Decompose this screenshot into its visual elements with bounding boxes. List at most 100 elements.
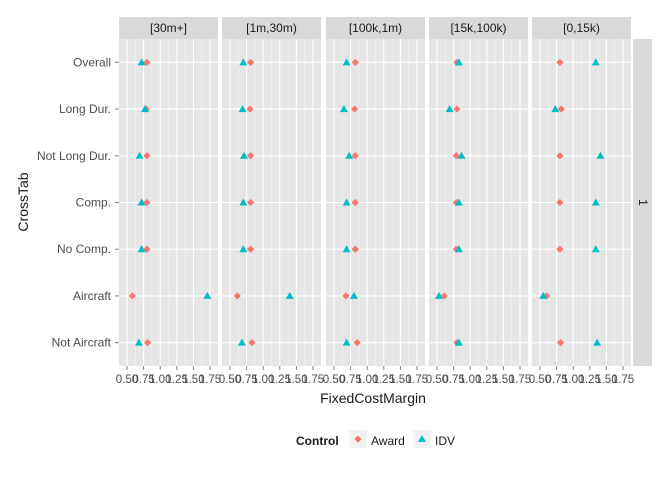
data-point-award: [351, 245, 359, 253]
facet-panel: [15k,100k): [429, 17, 528, 366]
x-tick-label: 1.50: [595, 374, 617, 386]
facet-label: [15k,100k): [450, 21, 506, 35]
x-tick-label: 1.00: [356, 374, 378, 386]
data-point-idv: [237, 338, 246, 346]
data-point-idv: [454, 338, 463, 346]
data-point-idv: [591, 198, 600, 206]
data-point-idv: [239, 58, 248, 66]
data-point-award: [351, 152, 359, 160]
y-tick-label: Long Dur.: [59, 102, 111, 116]
data-point-award: [246, 245, 255, 253]
data-point-award: [128, 292, 136, 300]
facet-panel: [1m,30m): [222, 17, 321, 366]
data-point-idv: [135, 151, 144, 159]
data-point-idv: [342, 338, 351, 346]
data-point-idv: [137, 58, 146, 66]
facet-panel: [0,15k): [532, 17, 631, 366]
legend-title: Control: [296, 434, 339, 448]
data-point-idv: [454, 58, 463, 66]
x-tick-label: 0.50: [116, 374, 138, 386]
data-point-award: [143, 152, 151, 160]
data-point-award: [556, 152, 564, 160]
legend-label-idv: IDV: [435, 434, 455, 448]
data-point-idv: [140, 105, 149, 113]
x-tick-label: 0.75: [235, 374, 257, 386]
row-strip-background: [633, 39, 652, 366]
x-axis-labels: 0.500.751.001.251.501.750.500.751.001.25…: [116, 366, 634, 386]
data-point-idv: [345, 151, 354, 159]
facet-strip: [222, 17, 321, 39]
data-point-idv: [239, 198, 248, 206]
data-point-idv: [339, 105, 348, 113]
data-point-idv: [591, 245, 600, 253]
x-tick-label: 1.25: [579, 374, 601, 386]
facet-panels: [30m+] [1m,30m) [100k,1m) [15k,100k) [0,15k): [119, 17, 631, 366]
data-point-award: [557, 105, 565, 113]
y-axis-title: CrossTab: [15, 172, 31, 231]
x-tick-label: 1.50: [285, 374, 307, 386]
data-point-award: [246, 58, 255, 66]
data-point-award: [342, 292, 350, 300]
data-point-award: [556, 339, 565, 347]
data-point-award: [351, 198, 359, 207]
x-tick-label: 0.50: [323, 374, 345, 386]
x-tick-label: 1.75: [612, 374, 634, 386]
x-tick-label: 1.25: [476, 374, 498, 386]
data-point-award: [556, 245, 564, 253]
data-point-idv: [591, 58, 600, 66]
y-tick-label: Not Aircraft: [52, 336, 112, 350]
data-point-idv: [445, 105, 454, 113]
data-point-idv: [342, 58, 351, 66]
x-tick-label: 1.50: [182, 374, 204, 386]
legend-symbol-award: [354, 435, 362, 443]
data-point-idv: [454, 245, 463, 253]
facet-strip: [326, 17, 425, 39]
data-point-idv: [239, 245, 248, 253]
data-point-award: [453, 105, 461, 113]
data-point-idv: [137, 245, 146, 253]
x-tick-label: 1.00: [149, 374, 171, 386]
data-point-idv: [239, 151, 248, 159]
data-point-award: [143, 245, 151, 253]
data-point-idv: [539, 291, 548, 299]
data-point-award: [143, 58, 151, 66]
data-point-award: [452, 152, 460, 160]
y-tick-label: No Comp.: [57, 242, 111, 256]
y-tick-label: Overall: [73, 55, 111, 69]
x-tick-label: 0.50: [529, 374, 551, 386]
x-tick-label: 0.50: [426, 374, 448, 386]
data-point-award: [351, 58, 359, 66]
x-tick-label: 1.75: [509, 374, 531, 386]
legend: Control Award IDV: [296, 430, 455, 448]
facet-label: [30m+]: [150, 21, 187, 35]
data-point-award: [246, 105, 254, 113]
x-tick-label: 0.75: [339, 374, 361, 386]
data-point-award: [143, 339, 152, 347]
data-point-award: [543, 292, 551, 300]
x-tick-label: 1.75: [302, 374, 324, 386]
data-point-award: [246, 152, 255, 160]
facet-panel: [100k,1m): [326, 17, 425, 366]
row-strip: 1: [633, 39, 652, 366]
x-tick-label: 0.75: [442, 374, 464, 386]
x-tick-label: 0.75: [132, 374, 154, 386]
data-point-idv: [238, 105, 247, 113]
data-point-idv: [349, 291, 358, 299]
x-axis-title: FixedCostMargin: [320, 390, 426, 406]
facet-label: [0,15k): [563, 21, 600, 35]
x-tick-label: 1.75: [199, 374, 221, 386]
data-point-award: [556, 198, 564, 207]
y-tick-label: Aircraft: [73, 289, 112, 303]
data-point-idv: [134, 338, 143, 346]
x-tick-label: 0.75: [545, 374, 567, 386]
x-tick-label: 0.50: [219, 374, 241, 386]
facet-label: [100k,1m): [349, 21, 402, 35]
data-point-award: [233, 292, 241, 300]
data-point-award: [246, 198, 255, 207]
x-tick-label: 1.50: [389, 374, 411, 386]
facet-panel: [30m+]: [119, 17, 218, 366]
data-point-award: [248, 339, 256, 347]
data-point-idv: [593, 338, 602, 346]
data-point-idv: [342, 245, 351, 253]
x-tick-label: 1.25: [269, 374, 291, 386]
